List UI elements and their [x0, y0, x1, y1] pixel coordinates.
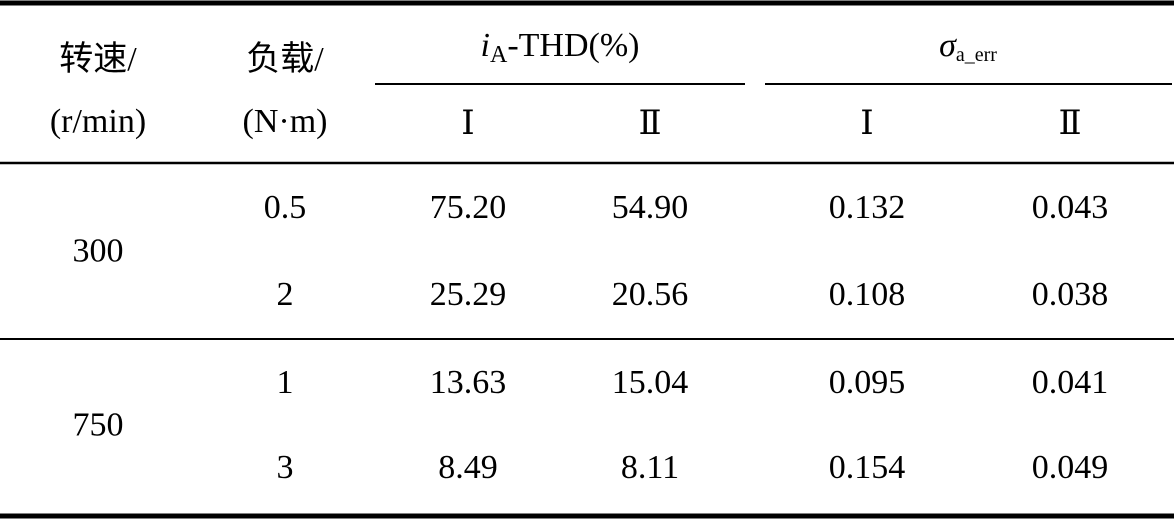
cell: 75.20 [430, 189, 507, 226]
cell: 0.5 [264, 189, 307, 226]
cell: 13.63 [430, 364, 507, 401]
group-header: σa_err [939, 27, 997, 66]
header-label: (N·m) [243, 103, 328, 140]
sub-header: Ⅱ [638, 105, 661, 142]
sub-header: Ⅱ [1058, 105, 1081, 142]
cell: 3 [277, 449, 294, 486]
header-label: (r/min) [50, 103, 146, 140]
cell: 0.154 [829, 449, 906, 486]
group-main: i [481, 27, 490, 64]
cell: 0.095 [829, 364, 906, 401]
sub-header: Ⅰ [860, 105, 873, 142]
cell: 0.049 [1032, 449, 1109, 486]
group-header: iA-THD(%) [481, 27, 640, 68]
cell: 0.043 [1032, 189, 1109, 226]
cell: 54.90 [612, 189, 689, 226]
cell: 8.11 [621, 449, 679, 486]
cell: 0.041 [1032, 364, 1109, 401]
cell: 2 [277, 276, 294, 313]
header-label: 转速/ [59, 40, 137, 78]
speed-cell: 300 [73, 232, 124, 269]
group-rest: -THD(%) [507, 27, 639, 64]
speed-cell: 750 [73, 406, 124, 443]
header-label: 负载/ [246, 40, 324, 78]
cell: 0.038 [1032, 276, 1109, 313]
cell: 20.56 [612, 276, 689, 313]
cell: 0.132 [829, 189, 906, 226]
cell: 8.49 [438, 449, 498, 486]
group-sub: a_err [956, 44, 997, 66]
group-main: σ [939, 27, 957, 64]
cell: 0.108 [829, 276, 906, 313]
sub-header: Ⅰ [461, 105, 474, 142]
cell: 25.29 [430, 276, 507, 313]
group-sub: A [490, 42, 508, 68]
cell: 1 [277, 364, 294, 401]
cell: 15.04 [612, 364, 689, 401]
